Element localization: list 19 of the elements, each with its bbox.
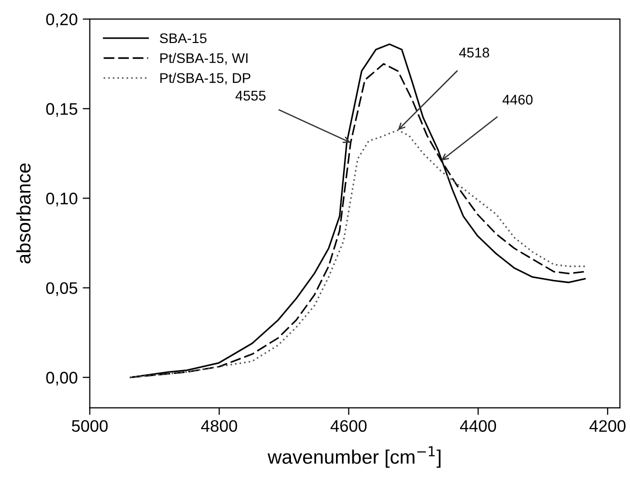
legend-label: Pt/SBA-15, DP <box>160 72 250 85</box>
x-tick-label: 4200 <box>589 420 626 432</box>
annotation: 4460 <box>502 94 533 105</box>
y-tick-label: 0,20 <box>46 13 78 28</box>
x-axis-title: wavenumber [cm$^{−1}$] <box>268 446 440 468</box>
legend-label: SBA-15 <box>160 33 206 44</box>
line-series <box>130 129 586 378</box>
x-tick-label: 4800 <box>201 420 238 432</box>
y-tick-label: 0,05 <box>46 282 78 296</box>
annotation: 4518 <box>459 48 490 58</box>
annotation: 4555 <box>236 90 266 101</box>
x-tick-label: 4400 <box>460 420 496 432</box>
y-tick-label: 0,10 <box>46 192 78 206</box>
legend-label: Pt/SBA-15, WI <box>160 52 248 65</box>
y-axis-title: absorbance <box>16 164 31 264</box>
x-tick-label: 4600 <box>330 420 367 432</box>
x-tick-label: 5000 <box>72 420 108 432</box>
y-tick-label: 0,00 <box>46 372 78 386</box>
y-tick-label: 0,15 <box>46 103 78 117</box>
